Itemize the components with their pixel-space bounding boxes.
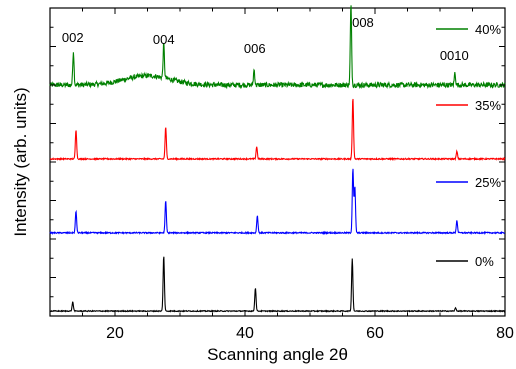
legend-layer: 40% 35% 25% 0%: [436, 22, 501, 269]
x-axis-title: Scanning angle 2θ: [207, 345, 348, 364]
annotation-layer: 002 004 006 008 0010: [62, 15, 469, 63]
x-tick-label: 60: [366, 325, 384, 342]
peak-label-008: 008: [352, 15, 374, 30]
x-tick-label: 20: [106, 325, 124, 342]
plot-area-border: [49, 7, 506, 317]
series-line-25pct: [49, 168, 505, 236]
peak-label-0010: 0010: [440, 48, 469, 63]
y-axis-title: Intensity (arb. units): [11, 87, 30, 236]
series-layer: [49, 5, 506, 313]
series-line-40pct: [49, 5, 506, 90]
plot-frame: [49, 7, 506, 317]
x-tick-label: 80: [496, 325, 514, 342]
series-line-35pct: [49, 98, 506, 162]
series-line-0pct: [49, 256, 506, 313]
legend-label: 40%: [475, 22, 501, 37]
tick-layer: 20 40 60 80: [49, 8, 514, 342]
peak-label-004: 004: [153, 32, 175, 47]
peak-label-006: 006: [244, 41, 266, 56]
legend-label: 25%: [475, 175, 501, 190]
legend-label: 35%: [475, 98, 501, 113]
x-tick-label: 40: [236, 325, 254, 342]
legend-label: 0%: [475, 254, 494, 269]
peak-label-002: 002: [62, 30, 84, 45]
